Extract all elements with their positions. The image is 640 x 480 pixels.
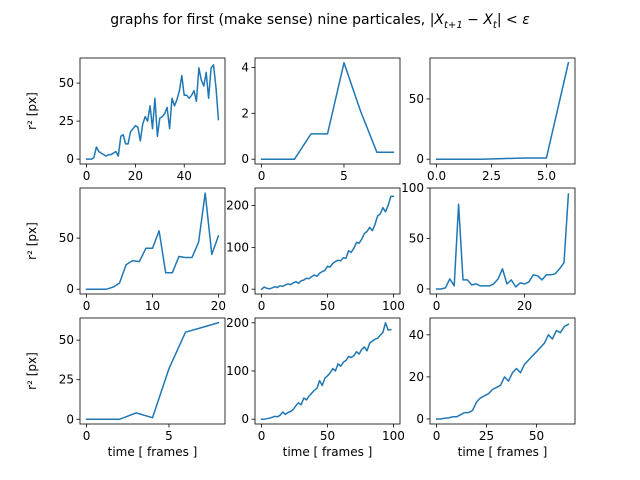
subplot-2: 0 5 0 2 4	[241, 57, 401, 183]
subplot-1: 0 20 40 0 25 50 r² [px]	[25, 57, 226, 183]
series-line	[435, 193, 570, 290]
series-line	[260, 62, 395, 160]
y-tick-label: 0	[416, 152, 424, 166]
x-axis-label: time [ frames ]	[458, 445, 548, 459]
y-tick-label: 4	[241, 60, 249, 74]
x-tick-label: 20	[517, 299, 532, 313]
series-line	[435, 323, 570, 420]
y-tick-label: 0	[66, 412, 74, 426]
subplot-9: 0 25 50 0 20 40 time [ frames ]	[409, 317, 576, 459]
x-tick-label: 2.5	[482, 169, 501, 183]
x-tick-label: 0	[83, 169, 91, 183]
series-line	[435, 61, 570, 160]
y-tick-label: 50	[409, 231, 424, 245]
series-line	[85, 64, 220, 160]
y-tick-label: 0	[241, 412, 249, 426]
y-tick-label: 100	[226, 364, 249, 378]
x-tick-label: 5	[165, 429, 173, 443]
x-tick-label: 0	[258, 299, 266, 313]
x-tick-label: 50	[529, 429, 544, 443]
y-tick-label: 25	[59, 373, 74, 387]
x-tick-label: 25	[479, 429, 494, 443]
plot-frame	[429, 57, 576, 165]
y-tick-label: 50	[59, 231, 74, 245]
subplot-3: 0.0 2.5 5.0 0 50	[409, 57, 576, 183]
x-tick-label: 20	[211, 299, 226, 313]
x-axis-label: time [ frames ]	[108, 445, 198, 459]
x-tick-label: 0	[258, 169, 266, 183]
plot-frame	[254, 57, 401, 165]
y-tick-label: 200	[226, 316, 249, 330]
series-line	[85, 192, 220, 290]
y-tick-label: 2	[241, 106, 249, 120]
x-tick-label: 0.0	[427, 169, 446, 183]
x-tick-label: 0	[433, 429, 441, 443]
x-tick-label: 50	[320, 299, 335, 313]
y-tick-label: 100	[401, 181, 424, 195]
plot-frame	[79, 317, 226, 425]
y-axis-label: r² [px]	[25, 222, 39, 260]
x-axis-label: time [ frames ]	[283, 445, 373, 459]
subplot-5: 0 50 100 0 100 200	[226, 187, 405, 313]
series-line	[260, 322, 392, 420]
y-tick-label: 40	[409, 328, 424, 342]
y-tick-label: 25	[59, 114, 74, 128]
x-tick-label: 0	[83, 299, 91, 313]
x-tick-label: 0	[258, 429, 266, 443]
subplot-4: 0 10 20 0 50 r² [px]	[25, 187, 226, 313]
y-axis-label: r² [px]	[25, 352, 39, 390]
x-tick-label: 5	[340, 169, 348, 183]
y-axis-label: r² [px]	[25, 92, 39, 130]
x-tick-label: 100	[382, 299, 405, 313]
x-tick-label: 10	[145, 299, 160, 313]
y-tick-label: 200	[226, 199, 249, 213]
x-tick-label: 5.0	[537, 169, 556, 183]
plot-frame	[429, 317, 576, 425]
y-tick-label: 20	[409, 370, 424, 384]
x-tick-label: 0	[433, 299, 441, 313]
x-tick-label: 0	[83, 429, 91, 443]
y-tick-label: 0	[416, 412, 424, 426]
plot-frame	[429, 187, 576, 295]
series-line	[260, 195, 395, 291]
y-tick-label: 0	[241, 282, 249, 296]
plot-frame	[254, 317, 401, 425]
y-tick-label: 0	[66, 152, 74, 166]
y-tick-label: 100	[226, 240, 249, 254]
x-tick-label: 20	[128, 169, 143, 183]
y-tick-label: 50	[59, 76, 74, 90]
plot-frame	[79, 57, 226, 165]
figure-title: graphs for first (make sense) nine parti…	[110, 12, 530, 31]
y-tick-label: 50	[409, 92, 424, 106]
x-tick-label: 40	[177, 169, 192, 183]
y-tick-label: 0	[66, 282, 74, 296]
y-tick-label: 50	[59, 333, 74, 347]
y-tick-label: 0	[416, 282, 424, 296]
subplot-8: 0 50 100 0 100 200 time [ frames ]	[226, 316, 405, 459]
x-tick-label: 50	[320, 429, 335, 443]
x-tick-label: 100	[382, 429, 405, 443]
y-tick-label: 0	[241, 152, 249, 166]
series-line	[85, 321, 220, 421]
plot-frame	[254, 187, 401, 295]
subplot-6: 0 20 0 50 100	[401, 181, 576, 313]
